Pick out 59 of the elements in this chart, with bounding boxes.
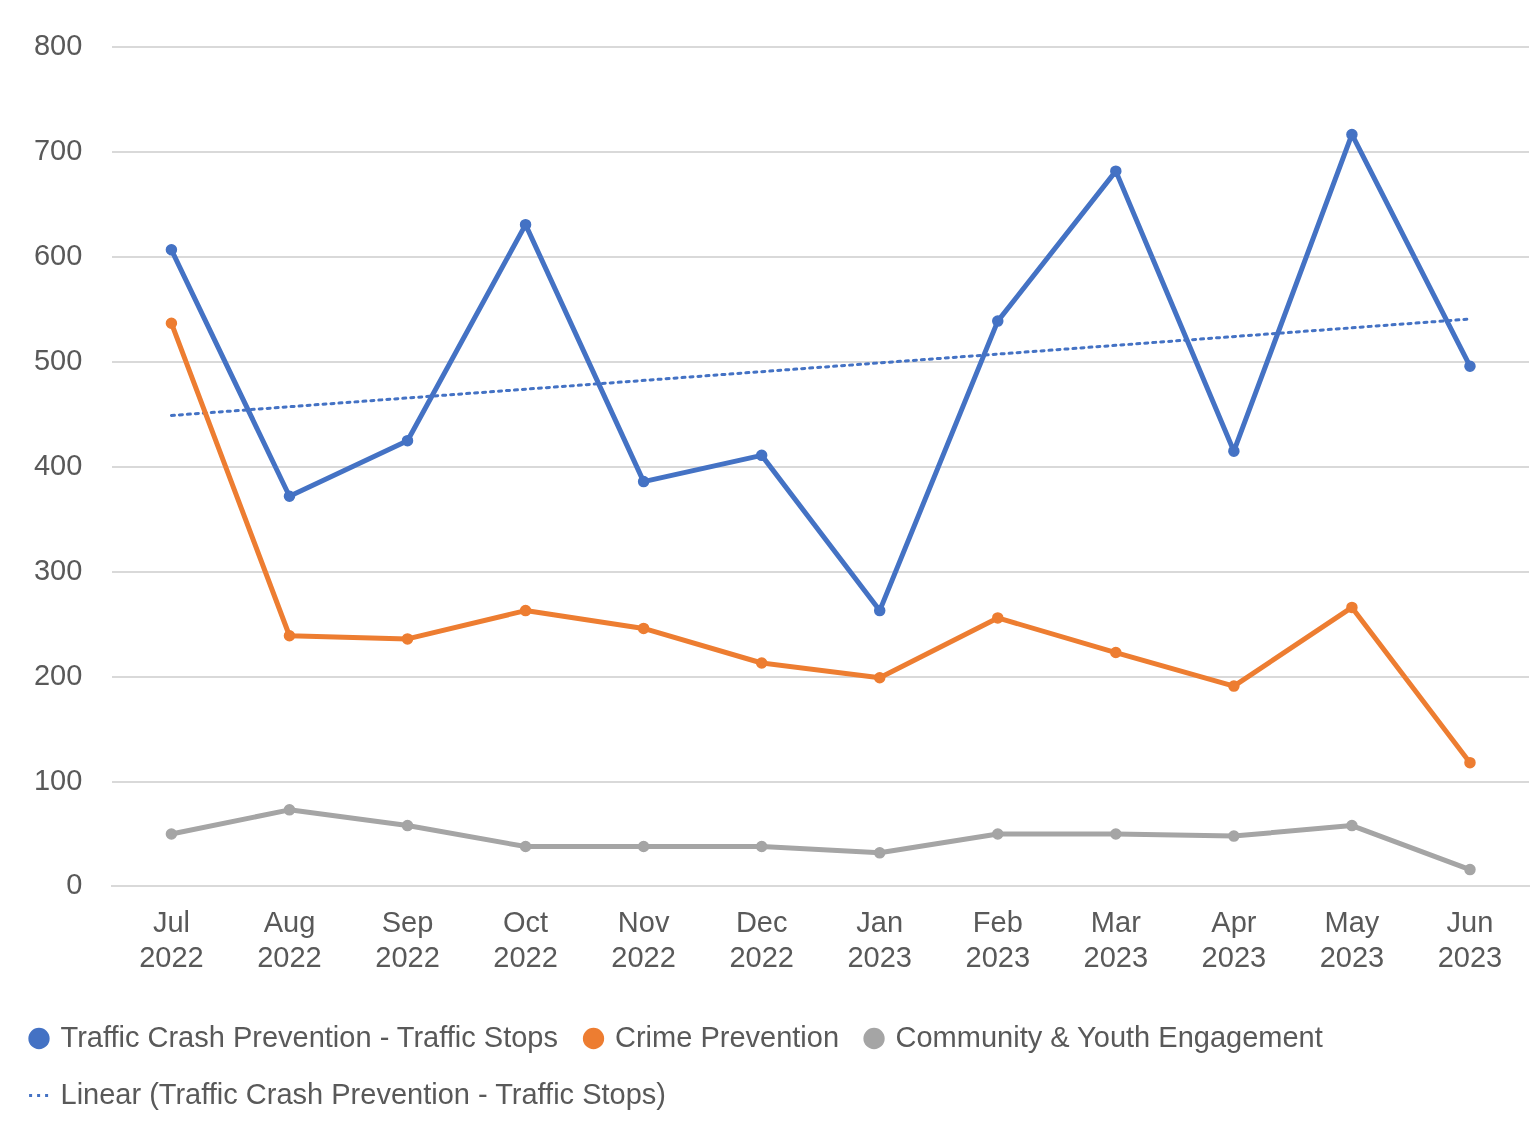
point <box>992 315 1004 327</box>
point <box>992 828 1004 840</box>
point <box>1346 819 1358 832</box>
y-tick-label: 0 <box>66 868 83 901</box>
point <box>637 475 650 488</box>
point <box>755 449 768 462</box>
point <box>637 622 650 635</box>
point <box>755 657 768 669</box>
y-tick-label: 100 <box>33 763 83 796</box>
point <box>283 490 296 503</box>
point <box>519 840 532 853</box>
y-tick-label: 800 <box>33 29 83 62</box>
point <box>1228 830 1240 842</box>
point <box>165 828 178 840</box>
x-tick-label: Dec 2022 <box>729 905 794 973</box>
point <box>165 244 178 256</box>
point <box>519 218 532 231</box>
point <box>401 434 414 447</box>
point <box>165 317 178 329</box>
y-tick-label: 500 <box>33 344 83 377</box>
y-tick-label: 400 <box>33 448 83 481</box>
point <box>1464 756 1476 769</box>
point <box>992 612 1004 624</box>
x-tick-label: Feb 2023 <box>965 905 1031 973</box>
point <box>1110 828 1122 840</box>
point <box>1228 680 1240 692</box>
x-tick-label: Jan 2023 <box>847 905 912 973</box>
point <box>873 671 886 684</box>
y-tick-label: 600 <box>33 239 83 272</box>
x-tick-label: Apr 2023 <box>1201 905 1267 973</box>
legend-label: Community & Youth Engagement <box>895 1020 1323 1053</box>
x-tick-label: Nov 2022 <box>611 905 676 973</box>
point <box>873 847 886 859</box>
x-tick-label: May 2023 <box>1319 905 1385 973</box>
point <box>283 630 296 642</box>
legend-label: Traffic Crash Prevention - Traffic Stops <box>60 1020 558 1053</box>
x-tick-label: Sep 2022 <box>375 905 440 973</box>
point <box>1464 360 1476 372</box>
x-tick-label: Jun 2023 <box>1437 905 1503 973</box>
point <box>1464 863 1476 876</box>
point <box>637 840 650 853</box>
y-tick-label: 200 <box>33 658 83 691</box>
legend-label: Crime Prevention <box>615 1020 840 1053</box>
x-tick-label: Aug 2022 <box>257 905 322 973</box>
y-tick-label: 300 <box>33 553 83 586</box>
point <box>283 804 296 816</box>
point <box>755 840 768 853</box>
point <box>1346 601 1358 614</box>
point <box>1110 165 1122 177</box>
legend-label: Linear (Traffic Crash Prevention - Traffic Stops) <box>60 1077 666 1110</box>
y-tick-label: 700 <box>33 134 83 167</box>
point <box>873 604 886 617</box>
x-tick-label: Jul 2022 <box>139 905 204 973</box>
x-tick-label: Mar 2023 <box>1083 905 1149 973</box>
point <box>401 819 414 832</box>
point <box>401 633 414 645</box>
x-tick-label: Oct 2022 <box>493 905 558 973</box>
point <box>1110 646 1122 659</box>
point <box>519 604 532 617</box>
